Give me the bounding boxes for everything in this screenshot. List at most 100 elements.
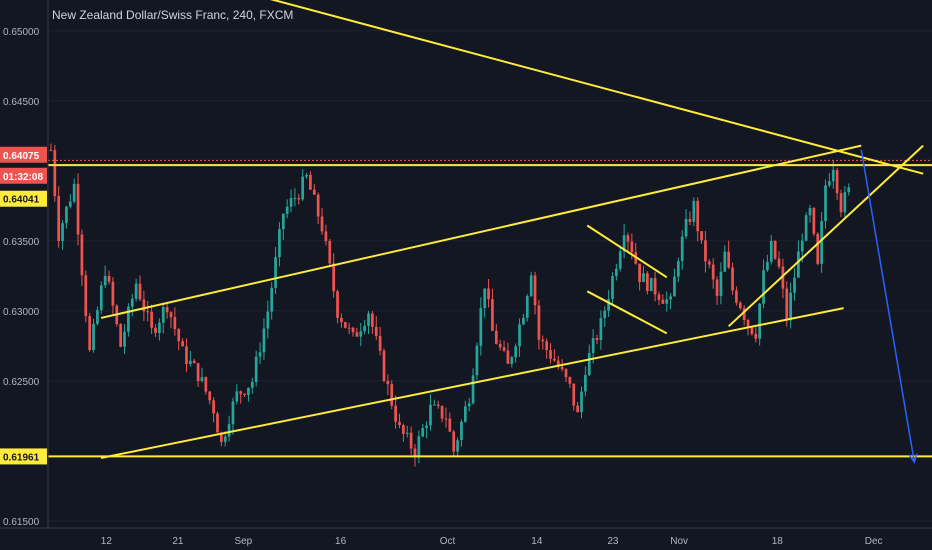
trend-line: [586, 224, 668, 279]
candle-body: [564, 369, 568, 378]
candle-body: [444, 418, 448, 420]
candle-body: [142, 299, 146, 312]
candle-body: [158, 322, 161, 333]
candle-body: [405, 432, 409, 434]
candle-body: [676, 261, 680, 277]
last-price-tag: 0.64075: [3, 151, 40, 162]
candle-body: [312, 189, 316, 195]
candle-body: [591, 338, 595, 354]
x-tick-label: 21: [172, 536, 184, 547]
candle-body: [735, 290, 738, 303]
candle-body: [448, 418, 452, 432]
candle-body: [200, 377, 204, 381]
candle-body: [611, 276, 614, 299]
candle-body: [425, 425, 428, 429]
candle-body: [57, 196, 61, 241]
candle-body: [769, 241, 773, 262]
candle-body: [847, 187, 851, 193]
candle-body: [204, 377, 208, 392]
candle-body: [119, 324, 123, 347]
candle-body: [301, 176, 305, 200]
y-tick-label: 0.63500: [3, 237, 40, 248]
x-tick-label: Nov: [670, 536, 688, 547]
candle-body: [587, 353, 591, 376]
candle-body: [169, 312, 173, 318]
y-tick-label: 0.61500: [3, 517, 40, 528]
price-axis[interactable]: 0.65000 0.64500 0.63500 0.63000 0.62500 0.615…: [0, 0, 49, 550]
candle-body: [630, 241, 634, 253]
candle-body: [816, 233, 820, 264]
candle-body: [192, 360, 196, 364]
candle-body: [421, 428, 425, 437]
candle-body: [746, 320, 750, 328]
candle-body: [556, 360, 560, 367]
level-low-tag: 0.61961: [3, 452, 40, 463]
level-high-tag-background: [0, 190, 47, 207]
candle-body: [65, 206, 68, 224]
candle-body: [506, 350, 510, 364]
candle-body: [785, 288, 789, 321]
candle-body: [107, 275, 111, 282]
y-tick-label: 0.62500: [3, 377, 40, 388]
x-tick-label: Oct: [440, 536, 456, 547]
candle-body: [514, 346, 518, 358]
candle-body: [553, 358, 556, 361]
candle-body: [568, 377, 572, 384]
candle-body: [99, 285, 103, 311]
candle-body: [96, 310, 99, 324]
candle-body: [258, 352, 262, 357]
candle-body: [386, 380, 390, 385]
last-price-tag-background: [0, 146, 47, 163]
candle-body: [247, 387, 250, 395]
horizontal-levels: [48, 159, 932, 458]
candle-body: [688, 219, 692, 222]
price-axis-background: [0, 0, 48, 550]
candle-body: [402, 425, 405, 434]
trend-line: [586, 290, 668, 335]
candle-body: [599, 318, 603, 340]
candle-body: [355, 332, 359, 337]
candle-body: [254, 356, 258, 382]
candle-body: [250, 381, 254, 388]
candle-body: [138, 283, 142, 300]
trend-line: [727, 144, 924, 328]
candle-body: [460, 421, 463, 441]
candle-body: [343, 322, 347, 328]
candle-body: [618, 251, 622, 269]
projection-arrow-head: [908, 453, 918, 464]
candle-body: [436, 404, 440, 406]
candle-body: [707, 261, 711, 265]
candle-body: [80, 234, 84, 276]
candle-body: [293, 198, 297, 200]
candle-body: [88, 316, 92, 351]
candle-body: [456, 440, 459, 452]
candle-body: [463, 406, 467, 422]
y-tick-label: 0.63000: [3, 307, 40, 318]
candle-body: [622, 235, 626, 252]
y-tick-label: 0.65000: [3, 27, 40, 38]
grid: [48, 30, 932, 522]
time-axis[interactable]: 12 21 Sep 16 Oct 14 23 Nov 18 Dec: [0, 527, 932, 547]
candle-body: [262, 328, 266, 353]
candle-body: [270, 287, 274, 312]
level-low-tag-background: [0, 448, 47, 465]
candle-body: [53, 150, 57, 197]
price-labels: 0.64075 01:32:08 0.64041 0.61961: [0, 146, 47, 465]
candle-body: [804, 215, 808, 241]
candle-body: [607, 298, 610, 311]
candle-body: [440, 405, 444, 419]
projection-arrow-line: [860, 149, 916, 463]
candle-body: [750, 327, 754, 334]
candle-body: [68, 201, 72, 207]
candle-body: [467, 403, 471, 407]
candle-body: [305, 174, 308, 177]
candle-body: [154, 327, 157, 333]
candle-body: [529, 275, 533, 296]
candle-body: [320, 216, 324, 232]
candle-body: [378, 335, 382, 351]
candle-body: [572, 383, 576, 406]
candle-body: [208, 391, 212, 401]
candle-body: [398, 421, 401, 426]
candle-body: [738, 302, 742, 309]
